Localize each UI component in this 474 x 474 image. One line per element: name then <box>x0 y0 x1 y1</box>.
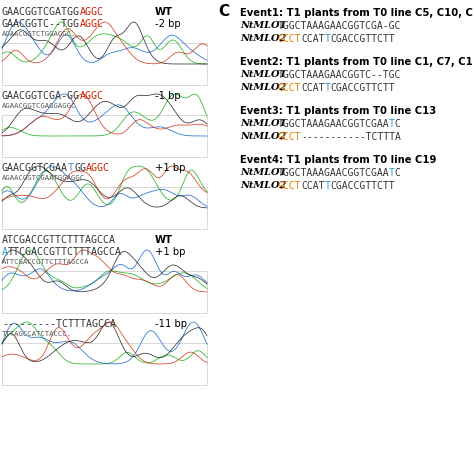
Text: CCAT: CCAT <box>301 181 325 191</box>
Text: CGACCGTTCTT: CGACCGTTCTT <box>330 181 395 191</box>
Text: NtMLO2: NtMLO2 <box>240 83 286 92</box>
Text: TTTAGCCATCTACCC.: TTTAGCCATCTACCC. <box>2 331 72 337</box>
Text: TGGCTAAAGAACGGTC--TGC: TGGCTAAAGAACGGTC--TGC <box>278 70 401 80</box>
Text: WT: WT <box>155 7 173 17</box>
Text: T: T <box>325 181 331 191</box>
Text: +1 bp: +1 bp <box>155 163 185 173</box>
Text: AGGC: AGGC <box>80 7 104 17</box>
Text: T: T <box>325 83 331 93</box>
Text: Event2: T1 plants from T0 line C1, C7, C1: Event2: T1 plants from T0 line C1, C7, C… <box>240 57 473 67</box>
Text: -----------TCTTTA: -----------TCTTTA <box>301 132 401 142</box>
Text: GCCT: GCCT <box>278 83 301 93</box>
Text: ATCGACCGTTCTTTAGCCA: ATCGACCGTTCTTTAGCCA <box>2 235 116 245</box>
Text: AGGC: AGGC <box>86 163 110 173</box>
Bar <box>2 343 207 385</box>
Text: T: T <box>389 168 395 178</box>
Bar <box>2 187 207 229</box>
Text: NtMLO1: NtMLO1 <box>240 168 286 177</box>
Text: -11 bp: -11 bp <box>155 319 187 329</box>
Text: ATTCGACCGTTCTTTAGCCA: ATTCGACCGTTCTTTAGCCA <box>2 259 90 265</box>
Text: T: T <box>389 119 395 129</box>
Text: AGAACGGTCGAGGAGGC: AGAACGGTCGAGGAGGC <box>2 103 76 109</box>
Text: AGGC: AGGC <box>80 19 104 29</box>
Text: Event3: T1 plants from T0 line C13: Event3: T1 plants from T0 line C13 <box>240 106 436 116</box>
Text: GCCT: GCCT <box>278 132 301 142</box>
Text: CCAT: CCAT <box>301 34 325 44</box>
Text: C: C <box>218 4 229 19</box>
Text: TGGCTAAAGAACGGTCGAA: TGGCTAAAGAACGGTCGAA <box>278 168 390 178</box>
Text: TGGCTAAAGAACGGTCGA-GC: TGGCTAAAGAACGGTCGA-GC <box>278 21 401 31</box>
Text: GAACGGTC--TGG: GAACGGTC--TGG <box>2 19 80 29</box>
Text: -2 bp: -2 bp <box>155 19 181 29</box>
Text: GCCT: GCCT <box>278 181 301 191</box>
Text: CGACCGTTCTT: CGACCGTTCTT <box>330 83 395 93</box>
Bar <box>2 271 207 313</box>
Text: NtMLO1: NtMLO1 <box>240 119 286 128</box>
Text: CCAT: CCAT <box>301 83 325 93</box>
Text: GAACGGTCGA-GG: GAACGGTCGA-GG <box>2 91 80 101</box>
Bar <box>2 43 207 85</box>
Text: +1 bp: +1 bp <box>155 247 185 257</box>
Text: C: C <box>395 119 401 129</box>
Text: -1 bp: -1 bp <box>155 91 181 101</box>
Text: T: T <box>68 163 74 173</box>
Text: GAACGGTCGAA: GAACGGTCGAA <box>2 163 68 173</box>
Text: NtMLO1: NtMLO1 <box>240 70 286 79</box>
Text: GG: GG <box>74 163 86 173</box>
Text: NtMLO2: NtMLO2 <box>240 132 286 141</box>
Bar <box>2 115 207 157</box>
Text: WT: WT <box>155 235 173 245</box>
Text: Event4: T1 plants from T0 line C19: Event4: T1 plants from T0 line C19 <box>240 155 437 165</box>
Text: TTCGACCGTTCTTTAGCCA: TTCGACCGTTCTTTAGCCA <box>8 247 122 257</box>
Text: NtMLO2: NtMLO2 <box>240 181 286 190</box>
Text: C: C <box>395 168 401 178</box>
Text: Event1: T1 plants from T0 line C5, C10, C: Event1: T1 plants from T0 line C5, C10, … <box>240 8 473 18</box>
Text: CGACCGTTCTT: CGACCGTTCTT <box>330 34 395 44</box>
Text: AGAACGGTCTGGAGGC.: AGAACGGTCTGGAGGC. <box>2 31 76 37</box>
Text: NtMLO2: NtMLO2 <box>240 34 286 43</box>
Text: AGGC: AGGC <box>80 91 104 101</box>
Text: ---------TCTTTAGCCA: ---------TCTTTAGCCA <box>2 319 116 329</box>
Text: A: A <box>2 247 8 257</box>
Text: TGGCTAAAGAACGGTCGAA: TGGCTAAAGAACGGTCGAA <box>278 119 390 129</box>
Text: GCCT: GCCT <box>278 34 301 44</box>
Text: GAACGGTCGATGG: GAACGGTCGATGG <box>2 7 80 17</box>
Text: NtMLO1: NtMLO1 <box>240 21 286 30</box>
Text: AGAACGGTCGAATGGAGGC: AGAACGGTCGAATGGAGGC <box>2 175 85 181</box>
Text: T: T <box>325 34 331 44</box>
